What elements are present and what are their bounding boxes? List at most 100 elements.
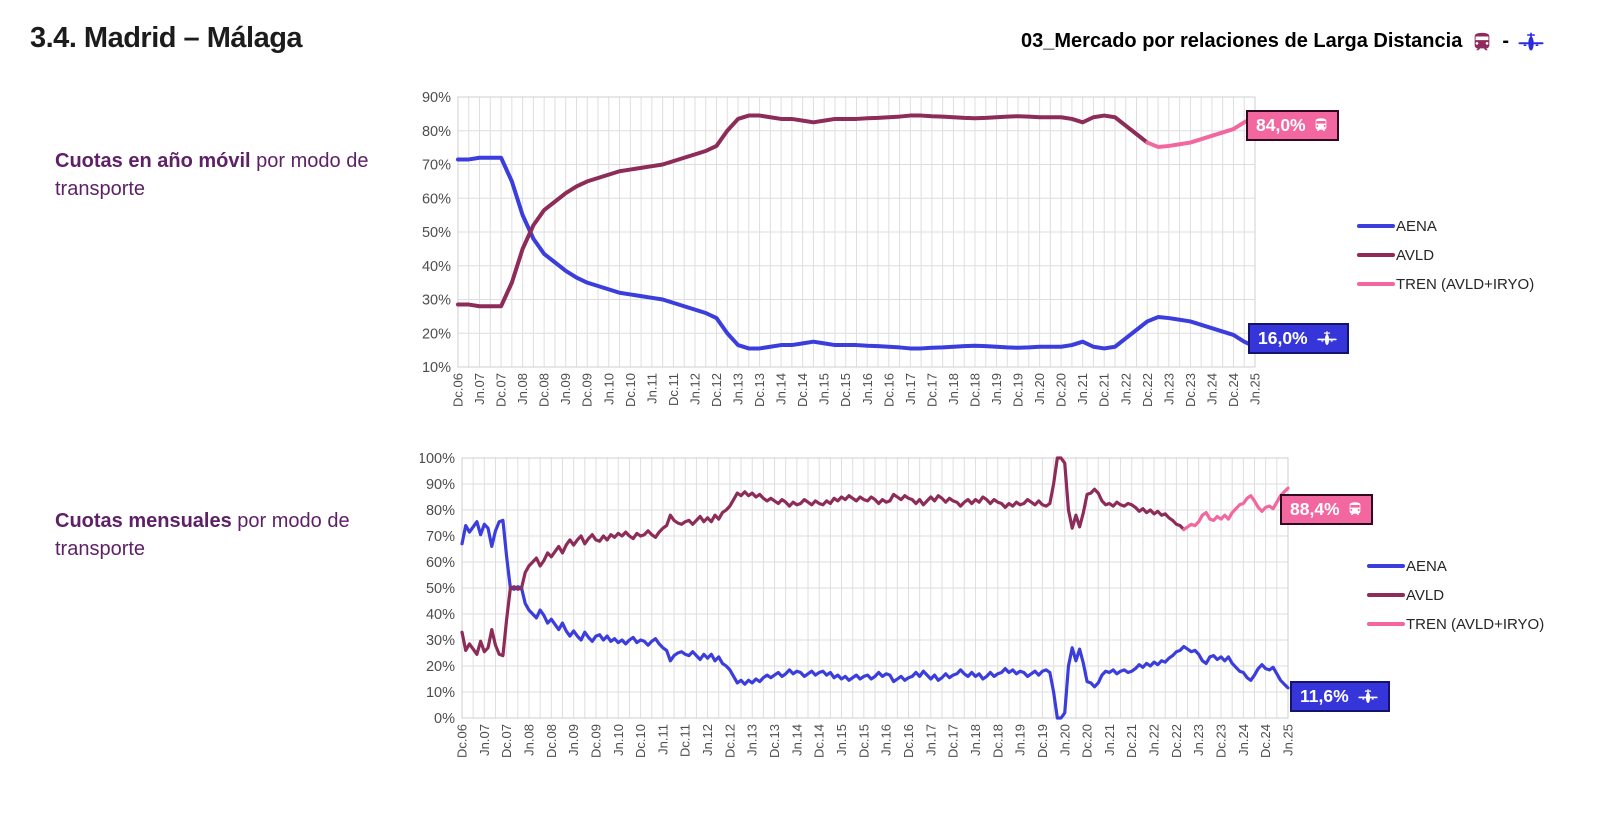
legend-item-avld: AVLD xyxy=(1357,245,1534,265)
air-share-value-badge: 16,0% xyxy=(1248,323,1349,354)
svg-text:Dc.07: Dc.07 xyxy=(499,724,514,758)
legend-label-aena: AENA xyxy=(1396,217,1437,235)
svg-text:Jn.16: Jn.16 xyxy=(879,724,894,756)
svg-text:10%: 10% xyxy=(422,360,451,376)
svg-text:Jn.22: Jn.22 xyxy=(1147,724,1162,756)
svg-text:Jn.17: Jn.17 xyxy=(923,724,938,756)
svg-text:Jn.09: Jn.09 xyxy=(558,373,573,405)
svg-text:Jn.10: Jn.10 xyxy=(601,373,616,405)
legend-label-tren: TREN (AVLD+IRYO) xyxy=(1396,275,1535,293)
svg-text:Dc.10: Dc.10 xyxy=(623,373,638,407)
legend-item-tren: TREN (AVLD+IRYO) xyxy=(1367,614,1544,634)
svg-text:Dc.11: Dc.11 xyxy=(666,373,681,406)
svg-text:Jn.11: Jn.11 xyxy=(644,373,659,404)
svg-text:70%: 70% xyxy=(426,529,455,545)
air-share-value-badge: 11,6% xyxy=(1290,681,1390,712)
legend-label-avld: AVLD xyxy=(1406,586,1445,604)
svg-text:40%: 40% xyxy=(426,607,455,623)
svg-text:Dc.08: Dc.08 xyxy=(544,724,559,758)
svg-text:Jn.19: Jn.19 xyxy=(989,373,1004,405)
svg-text:Jn.22: Jn.22 xyxy=(1118,373,1133,405)
air-share-value: 16,0% xyxy=(1258,327,1308,348)
tren-line-swatch xyxy=(1357,281,1395,287)
svg-text:Jn.16: Jn.16 xyxy=(860,373,875,405)
svg-text:Jn.18: Jn.18 xyxy=(968,724,983,756)
avld-line-swatch xyxy=(1367,592,1405,598)
svg-text:50%: 50% xyxy=(422,225,451,241)
svg-text:Dc.07: Dc.07 xyxy=(494,373,509,407)
page-title: 3.4. Madrid – Málaga xyxy=(30,22,303,54)
aena-line-swatch xyxy=(1357,223,1395,229)
monthly-share-line-chart: 100% 90% 80% 70% 60% 50% 40% 30% 20% 10% 0% Dc.06 Jn… xyxy=(418,448,1300,780)
svg-text:Dc.19: Dc.19 xyxy=(1011,373,1026,407)
svg-text:Dc.18: Dc.18 xyxy=(990,724,1005,758)
svg-text:40%: 40% xyxy=(422,259,451,275)
svg-text:Dc.10: Dc.10 xyxy=(633,724,648,758)
train-icon xyxy=(1347,501,1363,517)
svg-text:Dc.11: Dc.11 xyxy=(678,724,693,757)
svg-text:Jn.08: Jn.08 xyxy=(515,373,530,405)
svg-text:Dc.21: Dc.21 xyxy=(1124,724,1139,758)
svg-text:Jn.24: Jn.24 xyxy=(1236,724,1251,756)
svg-text:Jn.25: Jn.25 xyxy=(1281,724,1296,756)
plane-icon xyxy=(1356,688,1380,705)
svg-text:Jn.18: Jn.18 xyxy=(946,373,961,405)
legend-item-aena: AENA xyxy=(1357,216,1534,236)
monthly-chart-legend: AENA AVLD TREN (AVLD+IRYO) xyxy=(1367,556,1544,634)
svg-text:Dc.18: Dc.18 xyxy=(967,373,982,407)
svg-text:60%: 60% xyxy=(426,555,455,571)
train-icon xyxy=(1313,117,1329,133)
svg-text:Dc.13: Dc.13 xyxy=(752,373,767,407)
annual-chart-caption: Cuotas en año móvil por modo de transpor… xyxy=(55,148,375,203)
svg-text:10%: 10% xyxy=(426,685,455,701)
annual-chart-caption-bold: Cuotas en año móvil xyxy=(55,150,251,172)
train-icon xyxy=(1471,31,1493,53)
svg-text:Jn.21: Jn.21 xyxy=(1075,373,1090,405)
svg-text:Dc.13: Dc.13 xyxy=(767,724,782,758)
svg-text:Jn.07: Jn.07 xyxy=(477,724,492,756)
svg-text:Jn.25: Jn.25 xyxy=(1248,373,1263,405)
svg-text:Dc.06: Dc.06 xyxy=(451,373,466,407)
annual-chart-legend: AENA AVLD TREN (AVLD+IRYO) xyxy=(1357,216,1534,294)
svg-text:Dc.19: Dc.19 xyxy=(1035,724,1050,758)
svg-text:60%: 60% xyxy=(422,191,451,207)
svg-text:Dc.21: Dc.21 xyxy=(1097,373,1112,407)
train-share-value-badge: 88,4% xyxy=(1280,494,1373,525)
monthly-chart-caption-bold: Cuotas mensuales xyxy=(55,510,232,532)
svg-text:Jn.14: Jn.14 xyxy=(774,373,789,405)
legend-label-tren: TREN (AVLD+IRYO) xyxy=(1406,615,1545,633)
annual-chart-caption-rest: por modo de transporte xyxy=(55,150,369,200)
legend-item-tren: TREN (AVLD+IRYO) xyxy=(1357,274,1534,294)
train-share-value: 88,4% xyxy=(1290,498,1340,519)
svg-text:Jn.13: Jn.13 xyxy=(745,724,760,756)
svg-text:Dc.09: Dc.09 xyxy=(580,373,595,407)
svg-text:Dc.24: Dc.24 xyxy=(1258,724,1273,758)
svg-text:Jn.12: Jn.12 xyxy=(700,724,715,756)
svg-text:Dc.22: Dc.22 xyxy=(1169,724,1184,758)
train-share-value-badge: 84,0% xyxy=(1246,110,1339,141)
svg-text:Jn.19: Jn.19 xyxy=(1013,724,1028,756)
svg-text:Jn.14: Jn.14 xyxy=(789,724,804,756)
svg-text:Jn.23: Jn.23 xyxy=(1161,373,1176,405)
avld-line-swatch xyxy=(1357,252,1395,258)
annual-share-line-chart: 90% 80% 70% 60% 50% 40% 30% 20% 10% Dc.06 Jn.07 Dc.… xyxy=(420,88,1270,428)
legend-label-aena: AENA xyxy=(1406,557,1447,575)
svg-text:Dc.20: Dc.20 xyxy=(1080,724,1095,758)
svg-text:Jn.10: Jn.10 xyxy=(611,724,626,756)
svg-text:Jn.20: Jn.20 xyxy=(1057,724,1072,756)
svg-text:Dc.23: Dc.23 xyxy=(1183,373,1198,407)
svg-text:30%: 30% xyxy=(422,293,451,309)
svg-text:Jn.24: Jn.24 xyxy=(1204,373,1219,405)
svg-text:Dc.06: Dc.06 xyxy=(455,724,470,758)
svg-text:Dc.17: Dc.17 xyxy=(946,724,961,758)
monthly-chart-caption-rest: por modo de transporte xyxy=(55,510,350,560)
plane-icon xyxy=(1518,31,1544,53)
svg-text:Jn.11: Jn.11 xyxy=(655,724,670,755)
svg-text:Dc.12: Dc.12 xyxy=(722,724,737,758)
plane-icon xyxy=(1315,330,1339,347)
svg-text:Jn.21: Jn.21 xyxy=(1102,724,1117,756)
svg-text:Dc.15: Dc.15 xyxy=(856,724,871,758)
svg-text:50%: 50% xyxy=(426,581,455,597)
report-header-label: 03_Mercado por relaciones de Larga Dista… xyxy=(1021,30,1463,52)
